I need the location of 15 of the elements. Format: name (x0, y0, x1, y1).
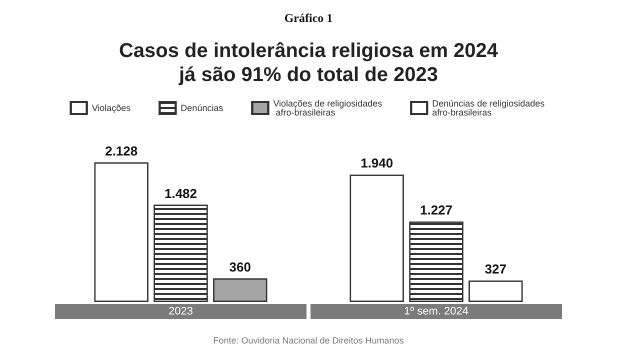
data-label: 360 (229, 259, 251, 274)
legend-label: Violações (92, 103, 132, 113)
data-label: 1.482 (164, 186, 198, 201)
chart-title: Casos de intolerância religiosa em 2024 já são 91% do total de 2023 (118, 40, 499, 86)
source-note: Fonte: Ouvidoria Nacional de Direitos Humanos (213, 336, 404, 346)
legend-label: Violações de religiosidades afro-brasileiras (273, 98, 383, 118)
x-tick-label: 2023 (168, 306, 193, 318)
data-label: 1.227 (420, 202, 453, 218)
data-label: 1.940 (360, 156, 394, 171)
legend-label: Denúncias (180, 103, 224, 113)
data-label: 2.128 (105, 143, 138, 158)
x-tick-label: 1º sem. 2024 (404, 306, 469, 318)
text: Gráfico 1 (284, 11, 333, 25)
legend-label: Denúncias de religiosidades afro-brasileiras (432, 98, 548, 118)
data-label: 327 (484, 262, 506, 277)
